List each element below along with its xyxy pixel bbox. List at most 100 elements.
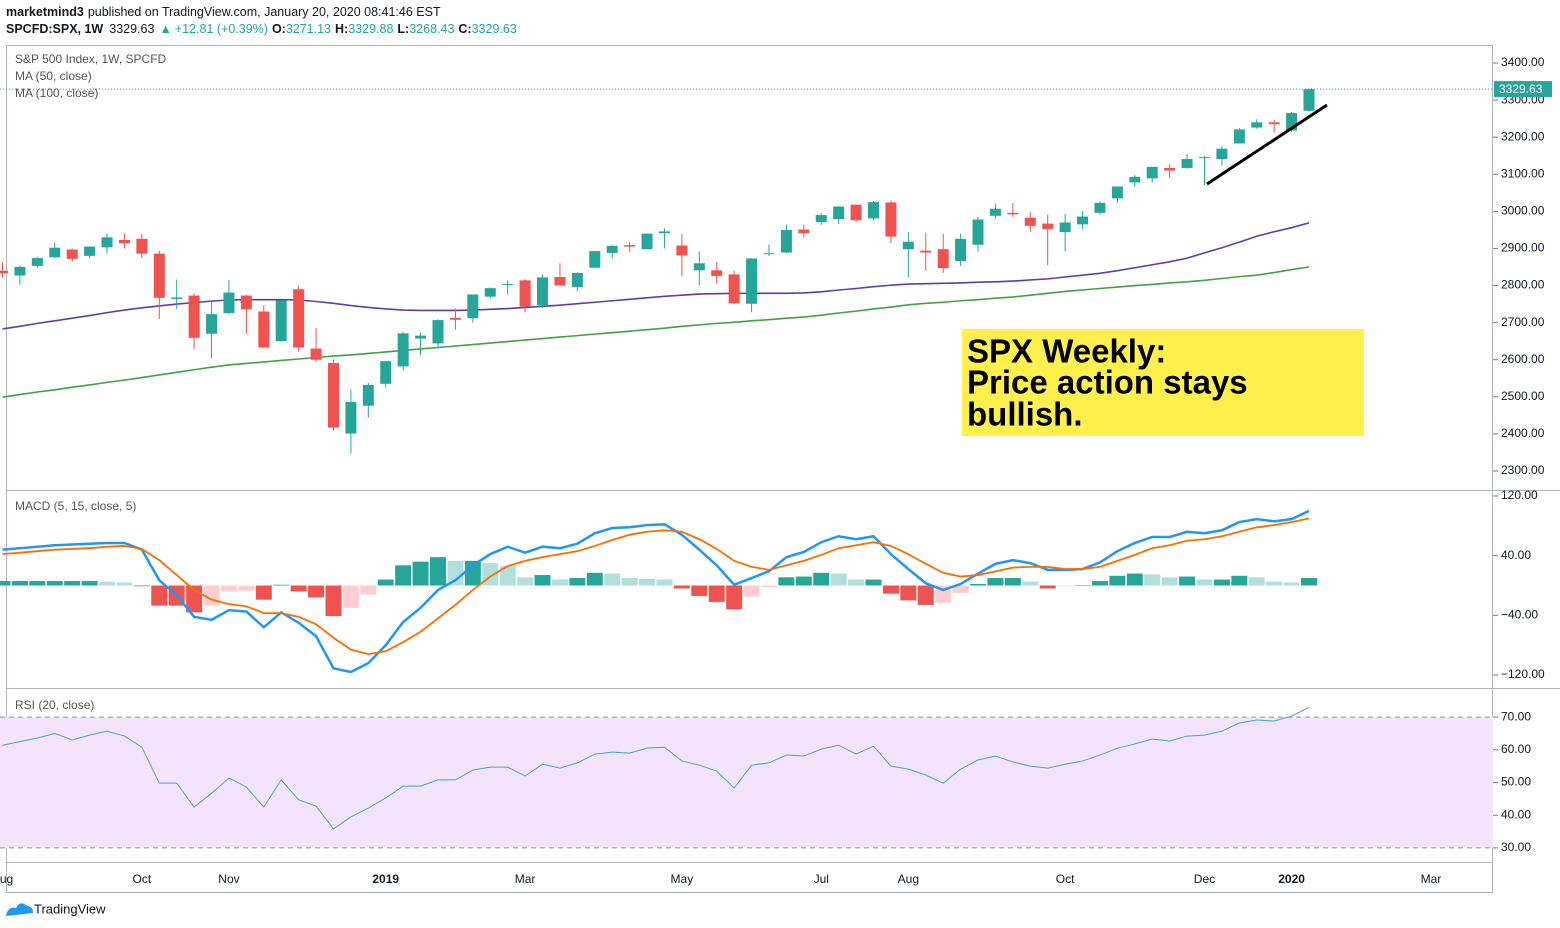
candle-body — [101, 237, 113, 248]
y-tick-label: 3200.00 — [1501, 129, 1545, 143]
candle-body — [1024, 217, 1036, 226]
histogram-bar — [743, 585, 760, 597]
ohlc-value: 3268.43 — [409, 22, 454, 36]
y-tick-label: 60.00 — [1501, 742, 1531, 756]
histogram-bar — [1039, 585, 1056, 589]
series-line — [2, 706, 1310, 830]
histogram-bar — [1022, 581, 1039, 586]
histogram-bar — [1248, 577, 1265, 586]
candle-body — [798, 229, 810, 234]
candle-body — [1094, 202, 1106, 213]
histogram-bar — [865, 579, 882, 586]
y-tick-label: 2700.00 — [1501, 315, 1545, 329]
candle-body — [780, 229, 792, 253]
pane-title: RSI (20, close) — [15, 698, 94, 712]
ohlc-label: H: — [335, 22, 348, 36]
candle-body — [1303, 89, 1315, 111]
histogram-bar — [760, 585, 777, 587]
candle-body — [1164, 167, 1176, 171]
histogram-bar — [1144, 574, 1161, 586]
ohlc-label: C: — [458, 22, 471, 36]
brand: TradingView — [34, 901, 106, 916]
candle-body — [31, 258, 43, 266]
histogram-bar — [813, 572, 830, 586]
x-tick-label: Nov — [218, 872, 239, 886]
candle-body — [118, 239, 130, 244]
candle-body — [815, 215, 827, 223]
histogram-bar — [1283, 582, 1300, 586]
ohlc-value: 3329.88 — [348, 22, 393, 36]
candle-body — [0, 270, 8, 274]
histogram-bar — [900, 585, 917, 601]
histogram-bar — [377, 579, 394, 586]
histogram-bar — [1266, 581, 1283, 586]
histogram-bar — [116, 582, 133, 586]
histogram-bar — [1213, 579, 1230, 586]
candle-body — [589, 251, 601, 268]
y-tick-label: 3400.00 — [1501, 55, 1545, 69]
legend-entry: MA (100, close) — [15, 86, 98, 100]
y-tick-label: 40.00 — [1501, 807, 1531, 821]
histogram-bar — [708, 585, 725, 602]
candle-body — [1129, 176, 1141, 183]
candle-body — [606, 245, 618, 253]
candle-body — [467, 294, 479, 319]
candle-body — [240, 295, 252, 310]
candle-body — [188, 295, 200, 338]
candle-body — [833, 206, 845, 220]
annotation-line: bullish. — [967, 396, 1083, 433]
candle-body — [14, 266, 26, 276]
histogram-bar — [517, 577, 534, 586]
header-line-2: SPCFD:SPX, 1W 3329.63 ▲ +12.81 (+0.39%) O:32… — [6, 22, 517, 36]
histogram-bar — [795, 576, 812, 586]
y-tick-label: 2600.00 — [1501, 352, 1545, 366]
candle-body — [1216, 148, 1228, 160]
histogram-bar — [342, 585, 359, 608]
candle-body — [327, 363, 339, 428]
candle-body — [153, 253, 165, 298]
histogram-bar — [360, 585, 377, 595]
candle-body — [1251, 122, 1263, 128]
histogram-bar — [1074, 585, 1091, 586]
candle-body — [293, 289, 305, 348]
histogram-bar — [64, 581, 81, 586]
histogram-bar — [151, 585, 168, 606]
histogram-bar — [1004, 578, 1021, 586]
trend-line — [1206, 103, 1328, 186]
y-tick-label: 2800.00 — [1501, 278, 1545, 292]
histogram-bar — [621, 578, 638, 586]
y-tick-label: 50.00 — [1501, 775, 1531, 789]
histogram-bar — [273, 584, 290, 586]
last-price-label: 3329.63 — [1499, 82, 1543, 96]
histogram-bar — [238, 585, 255, 591]
histogram-bar — [412, 561, 429, 586]
ohlc-value: 3329.63 — [472, 22, 517, 36]
histogram-bar — [726, 585, 743, 610]
histogram-bar — [1126, 573, 1143, 586]
histogram-bar — [586, 572, 603, 586]
histogram-bar — [917, 585, 934, 605]
x-tick-label: Aug — [898, 872, 919, 886]
rsi-pane — [0, 706, 1493, 849]
histogram-bar — [970, 584, 987, 586]
change: +12.81 (+0.39%) — [175, 22, 268, 36]
candle-body — [763, 253, 775, 255]
x-tick-label: Oct — [1056, 872, 1075, 886]
ohlc-label: L: — [397, 22, 409, 36]
candle-body — [728, 274, 740, 304]
histogram-bar — [1231, 575, 1248, 586]
histogram-bar — [551, 579, 568, 586]
candle-body — [972, 219, 984, 245]
y-tick-label: −120.00 — [1501, 667, 1545, 681]
candle-body — [693, 263, 705, 271]
histogram-bar — [1091, 581, 1108, 586]
histogram-bar — [290, 585, 307, 592]
histogram-bar — [325, 585, 342, 617]
price: 3329.63 — [109, 22, 154, 36]
x-tick-label: Aug — [0, 872, 13, 886]
candle-body — [171, 297, 183, 299]
candle-body — [989, 208, 1001, 216]
candle-body — [449, 317, 461, 320]
histogram-bar — [220, 585, 237, 592]
